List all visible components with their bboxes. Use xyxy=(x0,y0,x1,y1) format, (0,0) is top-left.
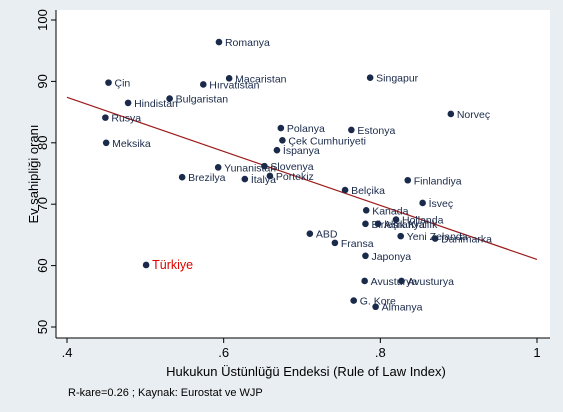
data-point xyxy=(374,220,382,228)
point-label: Almanya xyxy=(382,302,423,314)
point-label: Kanada xyxy=(372,205,408,217)
y-tick-label: 100 xyxy=(35,9,50,31)
data-point xyxy=(273,146,281,154)
data-point xyxy=(392,216,400,223)
data-point xyxy=(225,75,233,82)
fit-line-layer xyxy=(66,96,538,261)
point-label: Estonya xyxy=(357,125,395,137)
point-label: Hırvatistan xyxy=(209,79,259,91)
x-tick-label: .4 xyxy=(62,345,73,360)
y-tick-label: 50 xyxy=(35,320,50,334)
data-point xyxy=(419,199,426,207)
point-label: Portekiz xyxy=(276,171,314,183)
data-point xyxy=(431,235,439,242)
data-point xyxy=(331,239,339,247)
data-point xyxy=(102,139,110,147)
point-label: Çek Cumhuriyeti xyxy=(288,135,366,147)
point-label: Belçika xyxy=(351,185,385,197)
point-label: Avusturya xyxy=(371,276,418,288)
data-point xyxy=(362,207,370,214)
point-label: Rusya xyxy=(111,113,141,125)
data-point xyxy=(366,74,374,82)
data-point xyxy=(372,303,379,311)
data-point xyxy=(200,81,207,88)
plot-area xyxy=(56,10,550,338)
x-tick-label: .6 xyxy=(218,345,229,360)
y-axis-title: Ev sahipliği oranı xyxy=(26,125,41,224)
point-label: Japonya xyxy=(371,251,411,263)
point-label: Romanya xyxy=(225,37,270,49)
x-tick-label: 1 xyxy=(533,345,540,360)
data-point xyxy=(142,261,150,269)
point-label: Finlandiya xyxy=(414,175,462,187)
source-note: R-kare=0.26 ; Kaynak: Eurostat ve WJP xyxy=(68,387,263,399)
point-label: İspanya xyxy=(283,144,320,157)
data-points: RomanyaMacaristanHırvatistanSingapurÇinH… xyxy=(102,37,492,314)
fit-line xyxy=(66,96,538,261)
point-label: Avusturya xyxy=(407,276,454,288)
point-label: Fransa xyxy=(341,238,374,250)
data-point xyxy=(178,173,186,181)
data-point xyxy=(397,232,405,240)
point-label: G. Kore xyxy=(360,296,396,308)
data-point xyxy=(215,38,223,46)
point-label: İsveç xyxy=(429,197,454,210)
data-point xyxy=(279,137,286,144)
point-label: ABD xyxy=(316,229,338,241)
y-tick-label: 80 xyxy=(35,136,50,150)
point-label: Türkiye xyxy=(152,258,193,272)
point-label: Slovenya xyxy=(270,161,313,173)
data-point xyxy=(306,230,314,237)
x-axis-title: Hukukun Üstünlüğü Endeksi (Rule of Law I… xyxy=(166,364,446,379)
data-point xyxy=(166,95,173,102)
data-point xyxy=(102,114,109,121)
data-point xyxy=(398,277,405,285)
point-label: Norveç xyxy=(457,109,490,121)
data-point xyxy=(241,175,249,183)
point-label: Yunanistan xyxy=(224,162,276,174)
point-label: Macaristan xyxy=(235,73,287,85)
point-label: Almanya xyxy=(384,219,425,231)
y-tick-label: 70 xyxy=(35,197,50,211)
data-point xyxy=(362,252,369,260)
point-label: Singapur xyxy=(376,73,419,85)
data-point xyxy=(404,176,412,184)
point-label: Bulgaristan xyxy=(176,94,229,106)
data-point xyxy=(124,99,132,107)
data-point xyxy=(105,79,112,86)
data-point xyxy=(341,186,349,194)
data-point xyxy=(214,164,222,171)
data-point xyxy=(350,297,358,304)
axes: 50 60 70 80 90 100 .4 .6 .8 1 xyxy=(35,9,550,360)
data-point xyxy=(447,110,455,118)
point-label: Hollanda xyxy=(402,215,444,227)
point-label: Birleşik Krallık xyxy=(371,219,438,231)
point-label: Danimarka xyxy=(441,234,492,246)
point-label: Hindistan xyxy=(134,98,178,110)
data-point xyxy=(362,220,369,228)
point-label: Brezilya xyxy=(188,172,226,184)
x-tick-label: .8 xyxy=(375,345,386,360)
point-label: Çin xyxy=(115,78,131,90)
point-label: Meksika xyxy=(112,138,151,150)
y-tick-label: 90 xyxy=(35,74,50,88)
data-point xyxy=(361,277,368,285)
data-point xyxy=(277,124,285,132)
data-point xyxy=(348,126,355,134)
y-tick-label: 60 xyxy=(35,258,50,272)
data-point xyxy=(261,162,268,170)
data-point xyxy=(266,172,274,180)
point-label: Polanya xyxy=(287,123,325,135)
